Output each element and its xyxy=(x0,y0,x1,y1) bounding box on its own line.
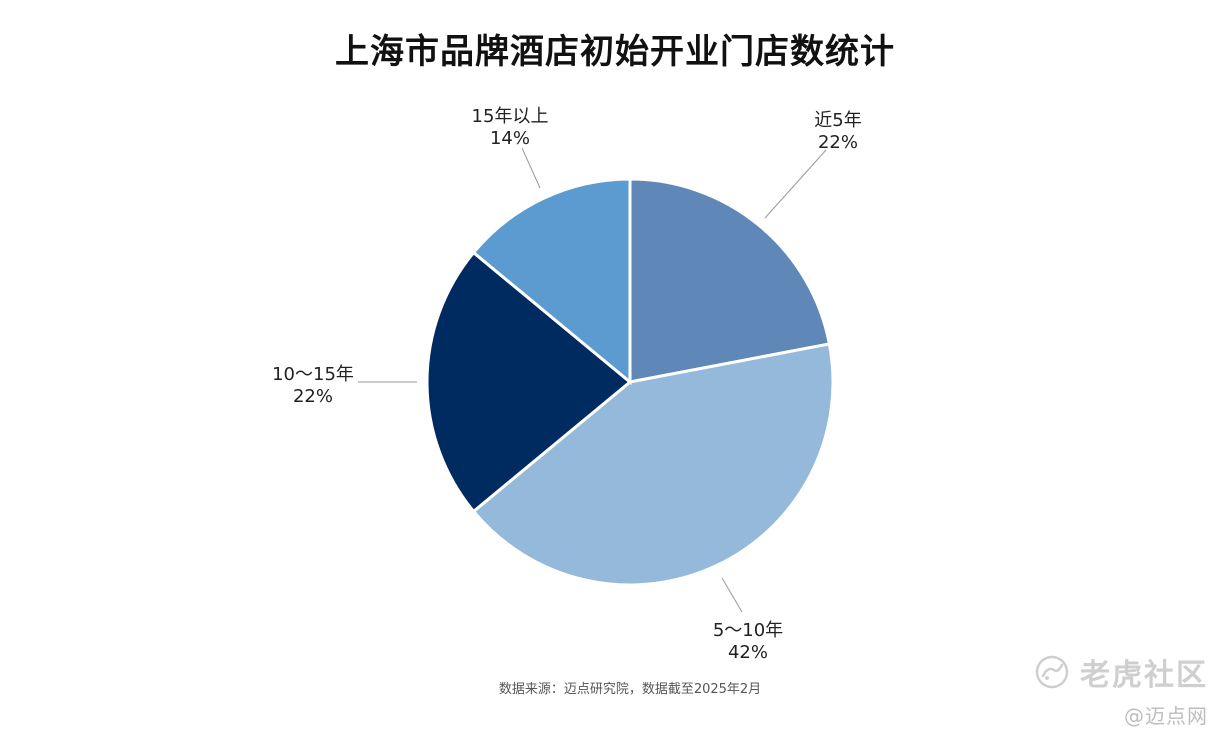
watermark: 老虎社区 @迈点网 xyxy=(1034,650,1208,729)
slice-value-label-3: 22% xyxy=(293,386,333,407)
slice-category-label-4: 15年以上 xyxy=(472,106,549,127)
leader-line-4 xyxy=(521,147,541,189)
pie-slice-3 xyxy=(425,250,633,514)
slice-value-label-2: 42% xyxy=(728,642,768,663)
leader-line-2 xyxy=(721,577,743,613)
slice-category-label-2: 5～10年 xyxy=(713,620,783,641)
pie-slice-4 xyxy=(471,177,632,386)
slice-category-label-1: 近5年 xyxy=(814,110,861,131)
watermark-sub: @迈点网 xyxy=(1124,704,1208,728)
pie-slice-2 xyxy=(471,342,835,587)
pie-slices xyxy=(425,177,835,587)
data-source-note: 数据来源：迈点研究院，数据截至2025年2月 xyxy=(498,682,762,697)
tiger-logo-icon xyxy=(1035,655,1069,689)
slice-value-label-4: 14% xyxy=(490,128,530,149)
chart-title: 上海市品牌酒店初始开业门店数统计 xyxy=(335,32,895,72)
watermark-main: 老虎社区 xyxy=(1080,658,1208,693)
leader-lines xyxy=(358,147,827,613)
pie-slice-1 xyxy=(628,177,832,384)
slice-value-label-1: 22% xyxy=(818,132,858,153)
leader-line-1 xyxy=(764,149,827,219)
slice-category-label-3: 10～15年 xyxy=(272,364,354,385)
